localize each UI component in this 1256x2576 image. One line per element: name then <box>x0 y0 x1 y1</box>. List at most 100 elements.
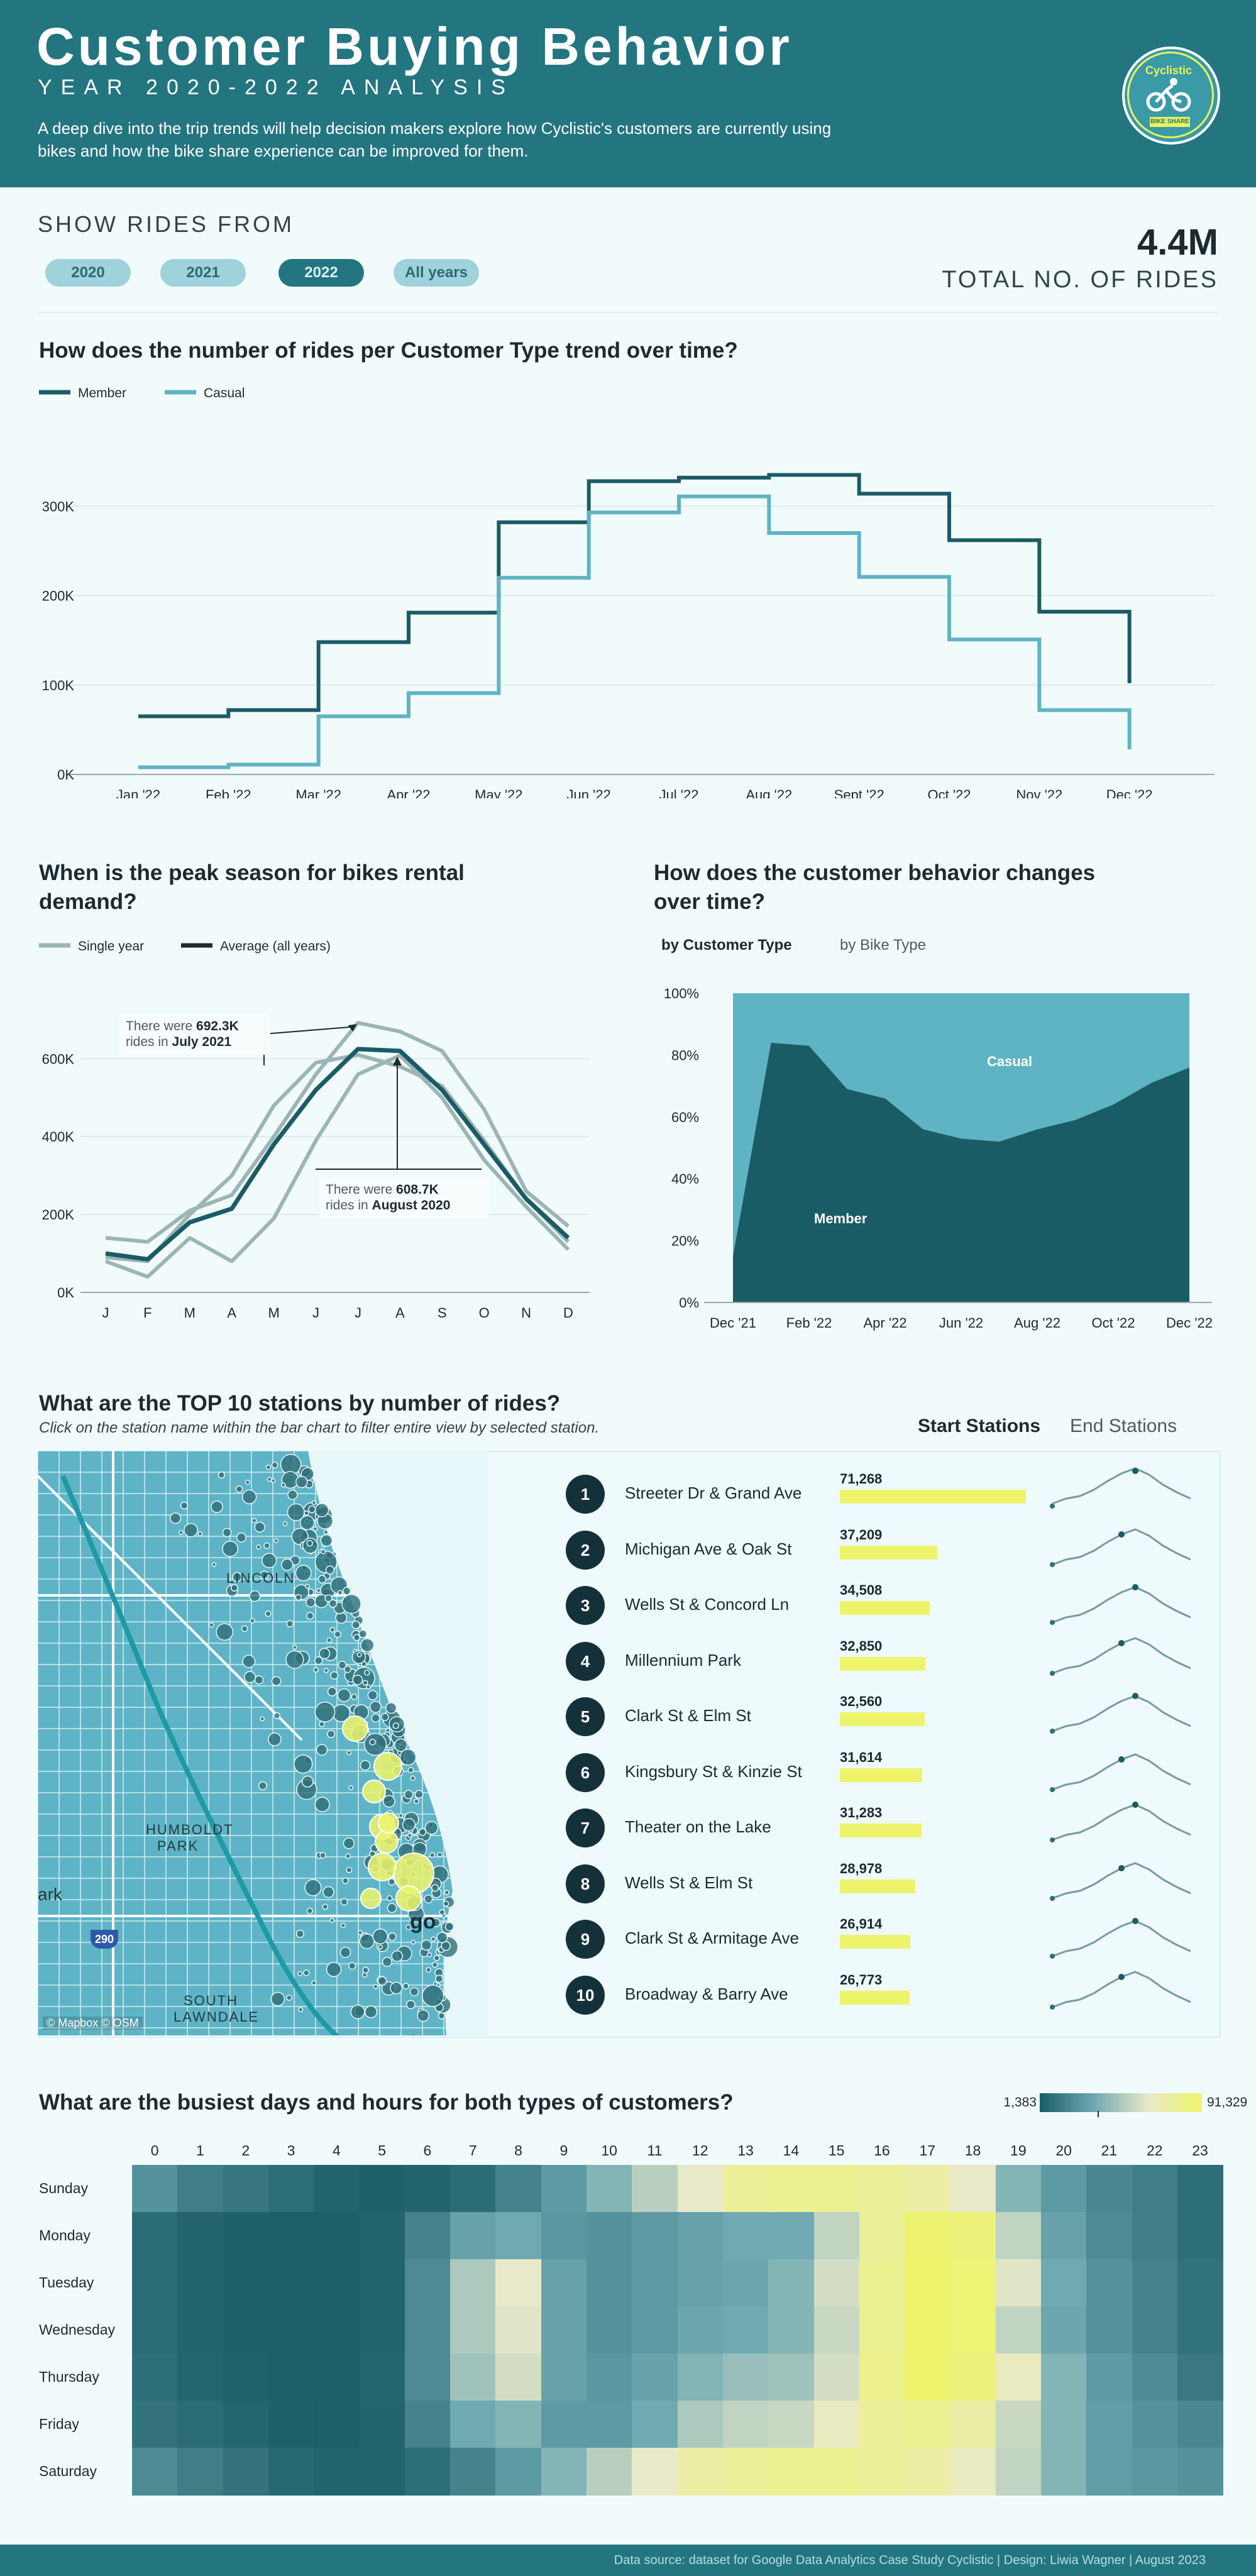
station-rides-bar[interactable] <box>840 1656 926 1671</box>
heatmap-cell[interactable] <box>1132 2401 1178 2448</box>
station-bubble[interactable] <box>287 1489 298 1500</box>
station-bubble[interactable] <box>313 1667 319 1673</box>
station-bubble[interactable] <box>235 1485 243 1493</box>
station-bubble[interactable] <box>340 1898 348 1906</box>
station-bubble[interactable] <box>409 1987 419 1996</box>
station-bubble[interactable] <box>314 1503 329 1517</box>
heatmap-cell[interactable] <box>541 2306 587 2354</box>
station-bubble[interactable] <box>323 1668 329 1673</box>
station-bubble[interactable] <box>320 1534 333 1547</box>
station-bubble[interactable] <box>417 2009 429 2022</box>
heatmap-cell[interactable] <box>768 2165 814 2213</box>
heatmap-cell[interactable] <box>813 2212 860 2260</box>
heatmap-cell[interactable] <box>541 2401 587 2448</box>
heatmap-cell[interactable] <box>359 2353 405 2401</box>
station-name[interactable]: Wells St & Elm St <box>625 1873 753 1892</box>
heatmap-cell[interactable] <box>859 2306 905 2354</box>
heatmap-cell[interactable] <box>1041 2401 1087 2448</box>
station-bubble[interactable] <box>325 1565 335 1575</box>
station-bubble[interactable] <box>424 1894 433 1903</box>
station-bubble[interactable] <box>407 1767 414 1773</box>
station-rides-bar[interactable] <box>840 1490 1026 1504</box>
station-bubble[interactable] <box>414 1798 420 1805</box>
heatmap-cell[interactable] <box>1177 2165 1223 2213</box>
heatmap-cell[interactable] <box>995 2448 1042 2496</box>
station-bubble[interactable] <box>343 1837 355 1849</box>
heatmap-cell[interactable] <box>632 2353 678 2401</box>
heatmap-cell[interactable] <box>677 2448 724 2496</box>
heatmap-cell[interactable] <box>132 2259 178 2307</box>
station-bubble[interactable] <box>342 1877 349 1885</box>
station-bubble-top[interactable] <box>375 1830 399 1854</box>
heatmap-cell[interactable] <box>768 2306 814 2354</box>
heatmap-cell[interactable] <box>1132 2306 1178 2354</box>
station-bubble[interactable] <box>271 1461 278 1469</box>
heatmap-cell[interactable] <box>1086 2448 1133 2496</box>
heatmap-cell[interactable] <box>450 2165 496 2213</box>
heatmap-cell[interactable] <box>177 2448 224 2496</box>
station-row[interactable]: 1 Streeter Dr & Grand Ave 71,268 <box>566 1462 1220 1517</box>
heatmap-cell[interactable] <box>1086 2165 1133 2213</box>
map-credit[interactable]: © Mapbox © OSM <box>43 2017 143 2030</box>
heatmap-cell[interactable] <box>132 2401 178 2448</box>
station-bubble[interactable] <box>286 1620 294 1627</box>
heatmap-cell[interactable] <box>905 2259 950 2307</box>
heatmap-cell[interactable] <box>950 2448 996 2496</box>
station-bubble[interactable] <box>326 1961 342 1978</box>
heatmap-cell[interactable] <box>404 2353 451 2401</box>
station-bubble[interactable] <box>433 1954 440 1961</box>
station-bubble-top[interactable] <box>378 1812 399 1834</box>
heatmap-cell[interactable] <box>132 2165 178 2213</box>
station-bubble[interactable] <box>367 1690 378 1700</box>
heatmap-cell[interactable] <box>632 2165 678 2213</box>
heatmap-cell[interactable] <box>177 2259 224 2307</box>
station-bubble[interactable] <box>362 1680 368 1686</box>
station-bubble[interactable] <box>319 1720 325 1727</box>
station-bubble[interactable] <box>222 1540 239 1557</box>
station-bubble[interactable] <box>399 1748 417 1766</box>
station-bubble[interactable] <box>373 1984 378 1990</box>
station-bubble[interactable] <box>334 1631 341 1638</box>
heatmap-cell[interactable] <box>995 2212 1042 2260</box>
station-bubble[interactable] <box>303 1969 310 1976</box>
heatmap-cell[interactable] <box>632 2306 678 2354</box>
year-filter-2021[interactable]: 2021 <box>160 259 246 287</box>
station-bubble[interactable] <box>241 1625 248 1632</box>
station-row[interactable]: 9 Clark St & Armitage Ave 26,914 <box>566 1907 1220 1962</box>
peak-series-single-year[interactable] <box>104 1053 570 1279</box>
station-bubble[interactable] <box>329 1627 336 1633</box>
station-name[interactable]: Wells St & Concord Ln <box>625 1595 790 1614</box>
station-bubble[interactable] <box>438 2012 446 2020</box>
station-bubble[interactable] <box>314 1797 330 1812</box>
station-bubble[interactable] <box>414 1790 424 1799</box>
heatmap-cell[interactable] <box>1041 2448 1087 2496</box>
area-member[interactable] <box>733 1042 1189 1302</box>
station-name[interactable]: Theater on the Lake <box>625 1817 771 1836</box>
heatmap-cell[interactable] <box>541 2259 587 2307</box>
heatmap-cell[interactable] <box>905 2165 950 2213</box>
station-bubble[interactable] <box>184 1522 198 1538</box>
heatmap-cell[interactable] <box>1177 2212 1223 2260</box>
station-bubble[interactable] <box>271 1478 276 1483</box>
station-bubble[interactable] <box>249 1617 255 1624</box>
heatmap-cell[interactable] <box>495 2401 542 2448</box>
station-bubble[interactable] <box>346 1750 352 1756</box>
station-bubble[interactable] <box>314 1702 336 1722</box>
heatmap-cell[interactable] <box>813 2306 860 2354</box>
station-bubble[interactable] <box>391 1950 403 1962</box>
heatmap-cell[interactable] <box>132 2353 178 2401</box>
station-bubble[interactable] <box>404 1790 414 1800</box>
heatmap-cell[interactable] <box>813 2448 860 2496</box>
station-bubble[interactable] <box>282 1521 288 1526</box>
heatmap-cell[interactable] <box>950 2401 996 2448</box>
heatmap-cell[interactable] <box>314 2306 360 2354</box>
station-bubble[interactable] <box>295 1565 312 1582</box>
heatmap-cell[interactable] <box>1177 2448 1223 2496</box>
station-bubble[interactable] <box>402 1818 416 1832</box>
station-bubble[interactable] <box>295 1929 304 1938</box>
heatmap-cell[interactable] <box>1041 2353 1087 2401</box>
station-bubble[interactable] <box>380 1712 389 1721</box>
station-rides-bar[interactable] <box>840 1712 925 1726</box>
station-rides-bar[interactable] <box>840 1768 923 1782</box>
station-bubble[interactable] <box>436 1932 448 1944</box>
